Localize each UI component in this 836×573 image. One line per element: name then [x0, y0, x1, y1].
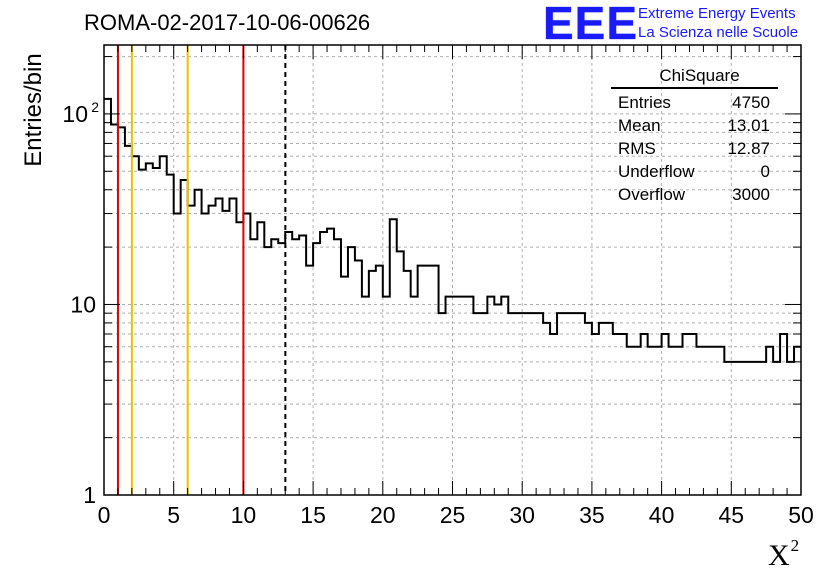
x-tick-label: 20	[370, 502, 396, 528]
x-tick-label: 35	[579, 502, 605, 528]
x-tick-label: 5	[167, 502, 180, 528]
stats-row: Underflow 0	[611, 160, 778, 183]
stats-value: 0	[760, 162, 770, 181]
x-tick-label: 30	[509, 502, 535, 528]
stats-label: Mean	[618, 116, 661, 135]
logo-caption: Extreme Energy Events La Scienza nelle S…	[638, 4, 798, 42]
x-tick-label: 40	[649, 502, 675, 528]
y-tick-label-exponent: 2	[91, 99, 99, 115]
stats-label: Overflow	[618, 185, 686, 204]
y-tick-label: 10	[70, 291, 96, 317]
stats-value: 12.87	[727, 139, 770, 158]
y-tick-label: 10	[62, 101, 88, 127]
y-tick-label: 1	[83, 482, 96, 508]
stats-title: ChiSquare	[611, 66, 778, 89]
chart-title: ROMA-02-2017-10-06-00626	[84, 10, 371, 35]
logo-caption-line2: La Scienza nelle Scuole	[638, 24, 799, 41]
stats-box: ChiSquare Entries 4750 Mean 13.01 RMS 12.87…	[611, 66, 778, 206]
stats-row: RMS 12.87	[611, 137, 778, 160]
stats-row: Entries 4750	[611, 91, 778, 114]
x-tick-label: 15	[300, 502, 326, 528]
stats-value: 4750	[732, 93, 770, 112]
stats-label: RMS	[618, 139, 656, 158]
x-tick-label: 45	[719, 502, 745, 528]
stats-value: 3000	[732, 185, 770, 204]
x-tick-label: 25	[440, 502, 466, 528]
x-tick-label: 10	[231, 502, 257, 528]
x-tick-label: 0	[98, 502, 111, 528]
logo-caption-line1: Extreme Energy Events	[638, 5, 796, 22]
x-axis-label-sup: 2	[790, 536, 800, 555]
x-tick-label: 50	[788, 502, 814, 528]
stats-row: Overflow 3000	[611, 183, 778, 206]
y-axis-label: Entries/bin	[20, 53, 47, 167]
stats-label: Underflow	[618, 162, 695, 181]
stats-value: 13.01	[727, 116, 770, 135]
stats-row: Mean 13.01	[611, 114, 778, 137]
x-axis-label: X2	[768, 536, 799, 573]
x-axis-label-base: X	[768, 539, 790, 572]
stats-label: Entries	[618, 93, 671, 112]
histogram-series	[104, 97, 801, 363]
eee-logo: EEE	[543, 0, 639, 49]
